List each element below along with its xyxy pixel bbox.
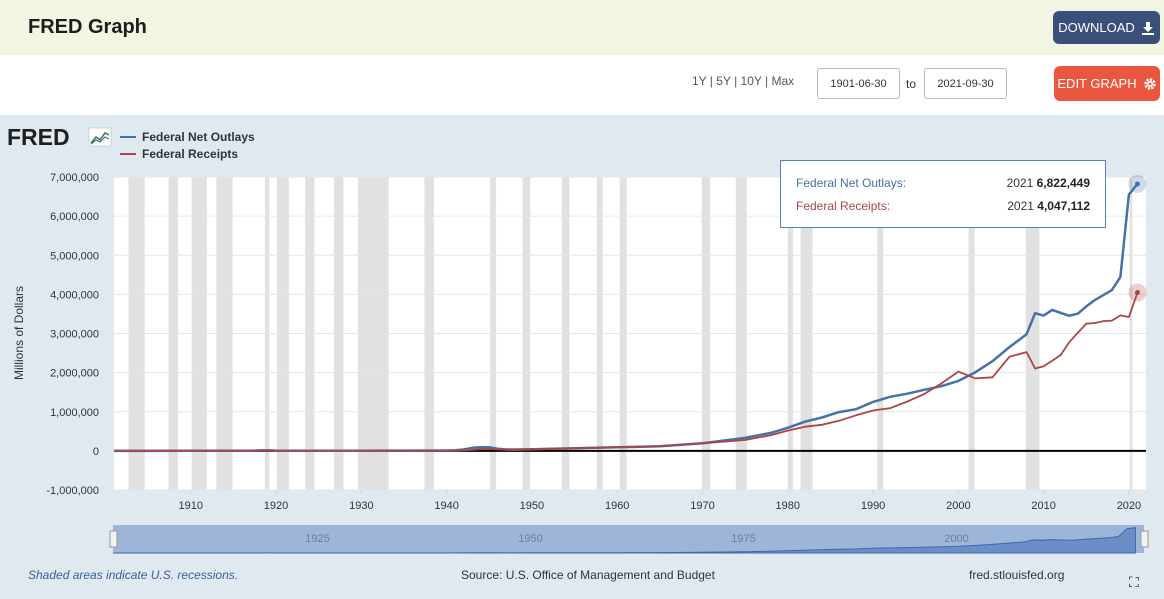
range-max[interactable]: Max [771,74,795,88]
fred-logo-text: FRED [7,124,70,150]
receipts-marker [1134,290,1140,296]
y-tick-label: 4,000,000 [50,289,99,301]
fullscreen-icon[interactable]: ⛶ [1129,574,1139,590]
range-navigator[interactable]: 1925 1950 1975 2000 [0,520,1164,560]
outlays-marker [1134,181,1140,187]
navigator-area [113,527,1137,554]
download-label: DOWNLOAD [1058,20,1135,35]
chart-area: FRED Federal Net Outlays Federal Receipt… [0,115,1164,599]
x-axis-ticks: 1910 1920 1930 1940 1950 1960 1970 1980 1990 2000… [179,490,1141,512]
range-selector: 1Y | 5Y | 10Y | Max [692,74,795,88]
chart-tooltip: Federal Net Outlays: 2021 6,822,449 Fede… [780,160,1106,228]
legend-swatch-outlays [120,135,136,138]
tooltip-row-receipts: Federal Receipts: 2021 4,047,112 [796,199,1090,213]
source-note: Source: U.S. Office of Management and Bu… [461,568,715,582]
y-axis-label: Millions of Dollars [12,286,26,380]
x-tick-label: 1970 [690,500,714,512]
x-tick-label: 1940 [434,500,458,512]
legend-item-outlays[interactable]: Federal Net Outlays [120,128,255,145]
tooltip-row-outlays: Federal Net Outlays: 2021 6,822,449 [796,176,1090,190]
x-tick-label: 1910 [179,500,203,512]
x-tick-label: 1990 [861,500,885,512]
to-label: to [906,77,917,91]
y-tick-label: 2,000,000 [50,368,99,380]
tooltip-value-receipts: 4,047,112 [1037,199,1090,213]
tooltip-label-outlays: Federal Net Outlays: [796,176,907,190]
legend-label-outlays: Federal Net Outlays [142,129,255,144]
legend-item-receipts[interactable]: Federal Receipts [120,145,255,162]
tooltip-year-outlays: 2021 [1006,176,1034,190]
recession-note: Shaded areas indicate U.S. recessions. [28,568,239,582]
y-tick-label: 3,000,000 [50,329,99,341]
legend-label-receipts: Federal Receipts [142,146,239,161]
chart-legend: Federal Net Outlays Federal Receipts [120,128,255,162]
navigator-label: 1975 [731,533,755,545]
receipts-line [114,292,1139,452]
y-tick-label: -1,000,000 [46,485,99,497]
site-link[interactable]: fred.stlouisfed.org [969,568,1065,582]
header-bar: FRED Graph DOWNLOAD [0,0,1164,55]
range-10y[interactable]: 10Y [740,74,762,88]
x-tick-label: 2010 [1031,500,1055,512]
fred-logo: FRED [7,124,115,155]
chart-plot[interactable]: -1,000,000 0 1,000,000 2,000,000 3,000,000 4,… [0,115,1164,555]
download-button[interactable]: DOWNLOAD [1053,11,1160,44]
edit-graph-label: EDIT GRAPH [1057,76,1137,91]
range-1y[interactable]: 1Y [692,74,707,88]
navigator-label: 2000 [944,533,968,545]
y-tick-label: 0 [93,446,99,458]
x-tick-label: 1930 [349,500,373,512]
x-tick-label: 1920 [264,500,288,512]
y-tick-label: 1,000,000 [50,407,99,419]
y-tick-label: 6,000,000 [50,211,99,223]
navigator-label: 1925 [305,533,329,545]
tooltip-value-outlays: 6,822,449 [1036,176,1090,190]
download-icon [1141,21,1154,35]
y-tick-label: 7,000,000 [50,172,99,184]
navigator-handle-right[interactable] [1140,530,1149,548]
navigator-labels: 1925 1950 1975 2000 [305,533,969,545]
series-markers [1128,174,1147,302]
range-5y[interactable]: 5Y [716,74,731,88]
navigator-label: 1950 [518,533,542,545]
legend-swatch-receipts [120,152,136,155]
x-tick-label: 1950 [520,500,544,512]
edit-graph-button[interactable]: EDIT GRAPH [1054,66,1160,101]
x-tick-label: 2020 [1117,500,1141,512]
gear-icon [1143,77,1156,90]
y-axis-ticks: -1,000,000 0 1,000,000 2,000,000 3,000,000 4,… [46,172,99,497]
page-title: FRED Graph [28,16,147,38]
x-tick-label: 2000 [946,500,970,512]
tooltip-year-receipts: 2021 [1007,199,1034,213]
start-date-input[interactable]: 1901-06-30 [817,68,900,99]
end-date-input[interactable]: 2021-09-30 [924,68,1007,99]
tooltip-label-receipts: Federal Receipts: [796,199,891,213]
x-tick-label: 1980 [776,500,800,512]
controls-bar: 1Y | 5Y | 10Y | Max 1901-06-30 to 2021-0… [0,55,1164,115]
y-tick-label: 5,000,000 [50,250,99,262]
navigator-handle-left[interactable] [109,530,118,548]
x-tick-label: 1960 [605,500,629,512]
series-lines [114,183,1139,453]
